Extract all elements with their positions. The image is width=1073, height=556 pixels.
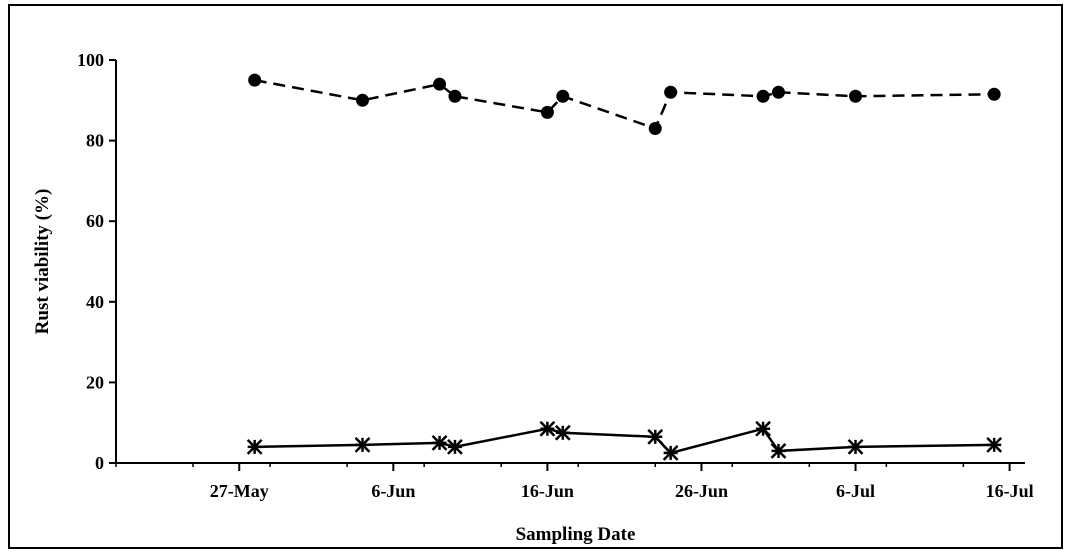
series [248, 74, 1002, 460]
x-tick-label: 27-May [210, 481, 269, 501]
axes [116, 60, 1025, 463]
y-tick-label: 60 [86, 211, 104, 231]
x-tick-label: 16-Jun [521, 481, 574, 501]
x-tick-label: 6-Jun [371, 481, 415, 501]
y-tick-label: 80 [86, 131, 104, 151]
y-axis-ticks: 0 20 40 60 80 100 [77, 50, 116, 473]
data-point-asterisk [540, 422, 554, 436]
data-point-circle [649, 122, 662, 135]
data-point-circle [356, 94, 369, 107]
data-point-circle [664, 86, 677, 99]
x-tick-label: 6-Jul [836, 481, 875, 501]
data-point-asterisk [448, 440, 462, 454]
data-point-asterisk [664, 446, 678, 460]
data-point-circle [448, 90, 461, 103]
data-point-circle [772, 86, 785, 99]
data-point-asterisk [556, 426, 570, 440]
y-tick-label: 20 [86, 372, 104, 392]
x-axis-ticks: 27-May 6-Jun 16-Jun 26-Jun 6-Jul 16-Jul [116, 463, 1034, 501]
data-point-circle [248, 74, 261, 87]
data-point-circle [541, 106, 554, 119]
data-point-asterisk [248, 440, 262, 454]
data-point-circle [433, 78, 446, 91]
y-tick-label: 0 [95, 453, 104, 473]
data-point-asterisk [987, 438, 1001, 452]
data-point-asterisk [771, 444, 785, 458]
data-point-asterisk [648, 430, 662, 444]
data-point-circle [988, 88, 1001, 101]
data-point-asterisk [433, 436, 447, 450]
data-point-circle [849, 90, 862, 103]
data-point-asterisk [756, 422, 770, 436]
x-tick-label: 16-Jul [986, 481, 1034, 501]
y-axis-title: Rust viability (%) [32, 189, 53, 335]
data-point-circle [757, 90, 770, 103]
data-point-asterisk [849, 440, 863, 454]
x-tick-label: 26-Jun [675, 481, 728, 501]
y-tick-label: 40 [86, 292, 104, 312]
data-point-circle [556, 90, 569, 103]
series-1 [248, 74, 1001, 135]
data-point-asterisk [356, 438, 370, 452]
y-tick-label: 100 [77, 50, 104, 70]
x-axis-title: Sampling Date [516, 524, 636, 545]
series-2 [248, 422, 1002, 460]
